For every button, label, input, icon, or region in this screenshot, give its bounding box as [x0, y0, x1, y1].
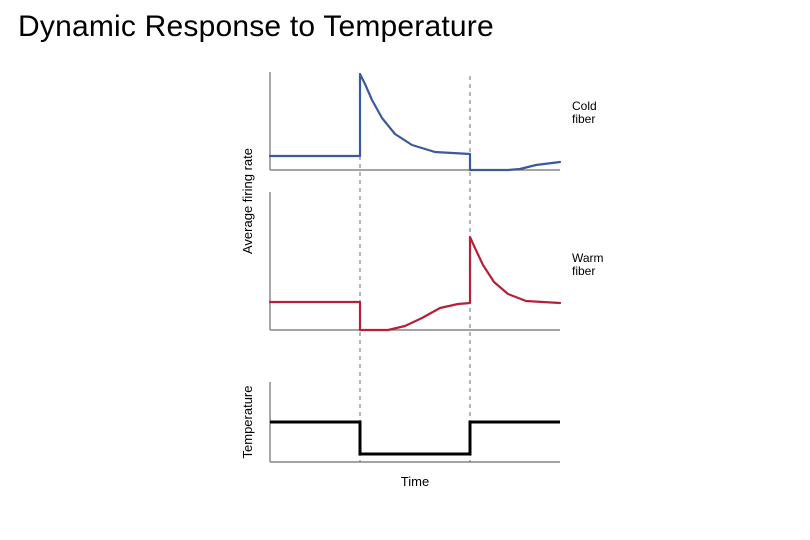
slide: Dynamic Response to Temperature Average …: [0, 0, 810, 540]
legend-cold-fiber: Coldfiber: [572, 99, 597, 126]
y-axis-label-temperature: Temperature: [240, 386, 255, 459]
y-axis-label-firing-rate: Average firing rate: [240, 148, 255, 254]
x-axis-label: Time: [401, 474, 429, 489]
page-title: Dynamic Response to Temperature: [18, 10, 494, 44]
figure: Average firing rate Temperature Time Coldfi…: [240, 62, 640, 512]
plot-background: [240, 62, 640, 512]
figure-svg: Average firing rate Temperature Time Coldfi…: [240, 62, 640, 512]
